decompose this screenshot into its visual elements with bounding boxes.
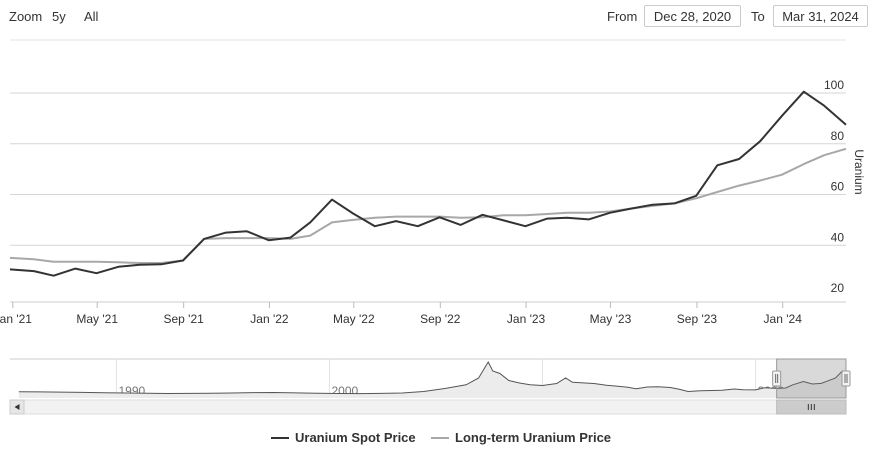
y-axis-ticks: 20 40 60 80 100	[824, 78, 844, 295]
from-label: From	[607, 9, 638, 24]
from-date-input[interactable]: Dec 28, 2020	[644, 5, 741, 27]
y-tick-label: 20	[831, 281, 845, 295]
x-tick-label: Sep '23	[677, 312, 718, 326]
y-tick-label: 40	[831, 230, 845, 244]
x-tick-label: May '23	[590, 312, 632, 326]
y-tick-label: 60	[831, 180, 845, 194]
navigator-handle-right[interactable]	[841, 370, 851, 387]
zoom-label: Zoom	[9, 9, 43, 24]
scroll-left-button[interactable]	[9, 399, 25, 415]
scrollbar[interactable]	[9, 399, 847, 415]
x-tick-label: Jan '21	[0, 312, 32, 326]
x-tick-label: May '22	[333, 312, 375, 326]
scrollbar-track[interactable]	[9, 399, 847, 415]
legend-swatch-long-term	[431, 436, 449, 439]
navigator[interactable]: 1990200020102020	[10, 358, 851, 399]
x-axis-ticks: Jan '21 May '21 Sep '21 Jan '22 May '22 Sep '…	[0, 302, 802, 326]
x-tick-label: May '21	[76, 312, 118, 326]
navigator-handle-left[interactable]	[772, 370, 782, 387]
to-date-input[interactable]: Mar 31, 2024	[773, 5, 868, 27]
zoom-all-button[interactable]: All	[84, 9, 99, 24]
legend-item-spot[interactable]: Uranium Spot Price	[271, 430, 416, 445]
legend-swatch-spot	[271, 436, 289, 439]
series-line-spot	[9, 90, 847, 277]
series-line-long-term	[9, 147, 847, 264]
x-tick-label: Jan '24	[764, 312, 803, 326]
x-tick-label: Jan '23	[507, 312, 546, 326]
series-lines	[9, 90, 847, 277]
scrollbar-thumb[interactable]	[776, 399, 847, 415]
to-label: To	[751, 9, 765, 24]
legend: Uranium Spot Price Long-term Uranium Pri…	[0, 428, 875, 448]
x-tick-label: Sep '21	[164, 312, 205, 326]
legend-label-long-term: Long-term Uranium Price	[455, 430, 612, 445]
legend-item-long-term[interactable]: Long-term Uranium Price	[431, 430, 611, 445]
x-tick-label: Jan '22	[250, 312, 289, 326]
x-tick-label: Sep '22	[420, 312, 461, 326]
navigator-line	[18, 360, 847, 395]
y-tick-label: 100	[824, 78, 844, 92]
range-selector-toolbar: Zoom 5y All From Dec 28, 2020 To Mar 31,…	[0, 0, 875, 34]
navigator-selected-range[interactable]	[776, 358, 847, 399]
y-tick-label: 80	[831, 129, 845, 143]
navigator-area	[18, 362, 847, 398]
legend-label-spot: Uranium Spot Price	[295, 430, 416, 445]
zoom-5y-button[interactable]: 5y	[52, 9, 66, 24]
y-axis-label: Uranium	[852, 149, 866, 194]
